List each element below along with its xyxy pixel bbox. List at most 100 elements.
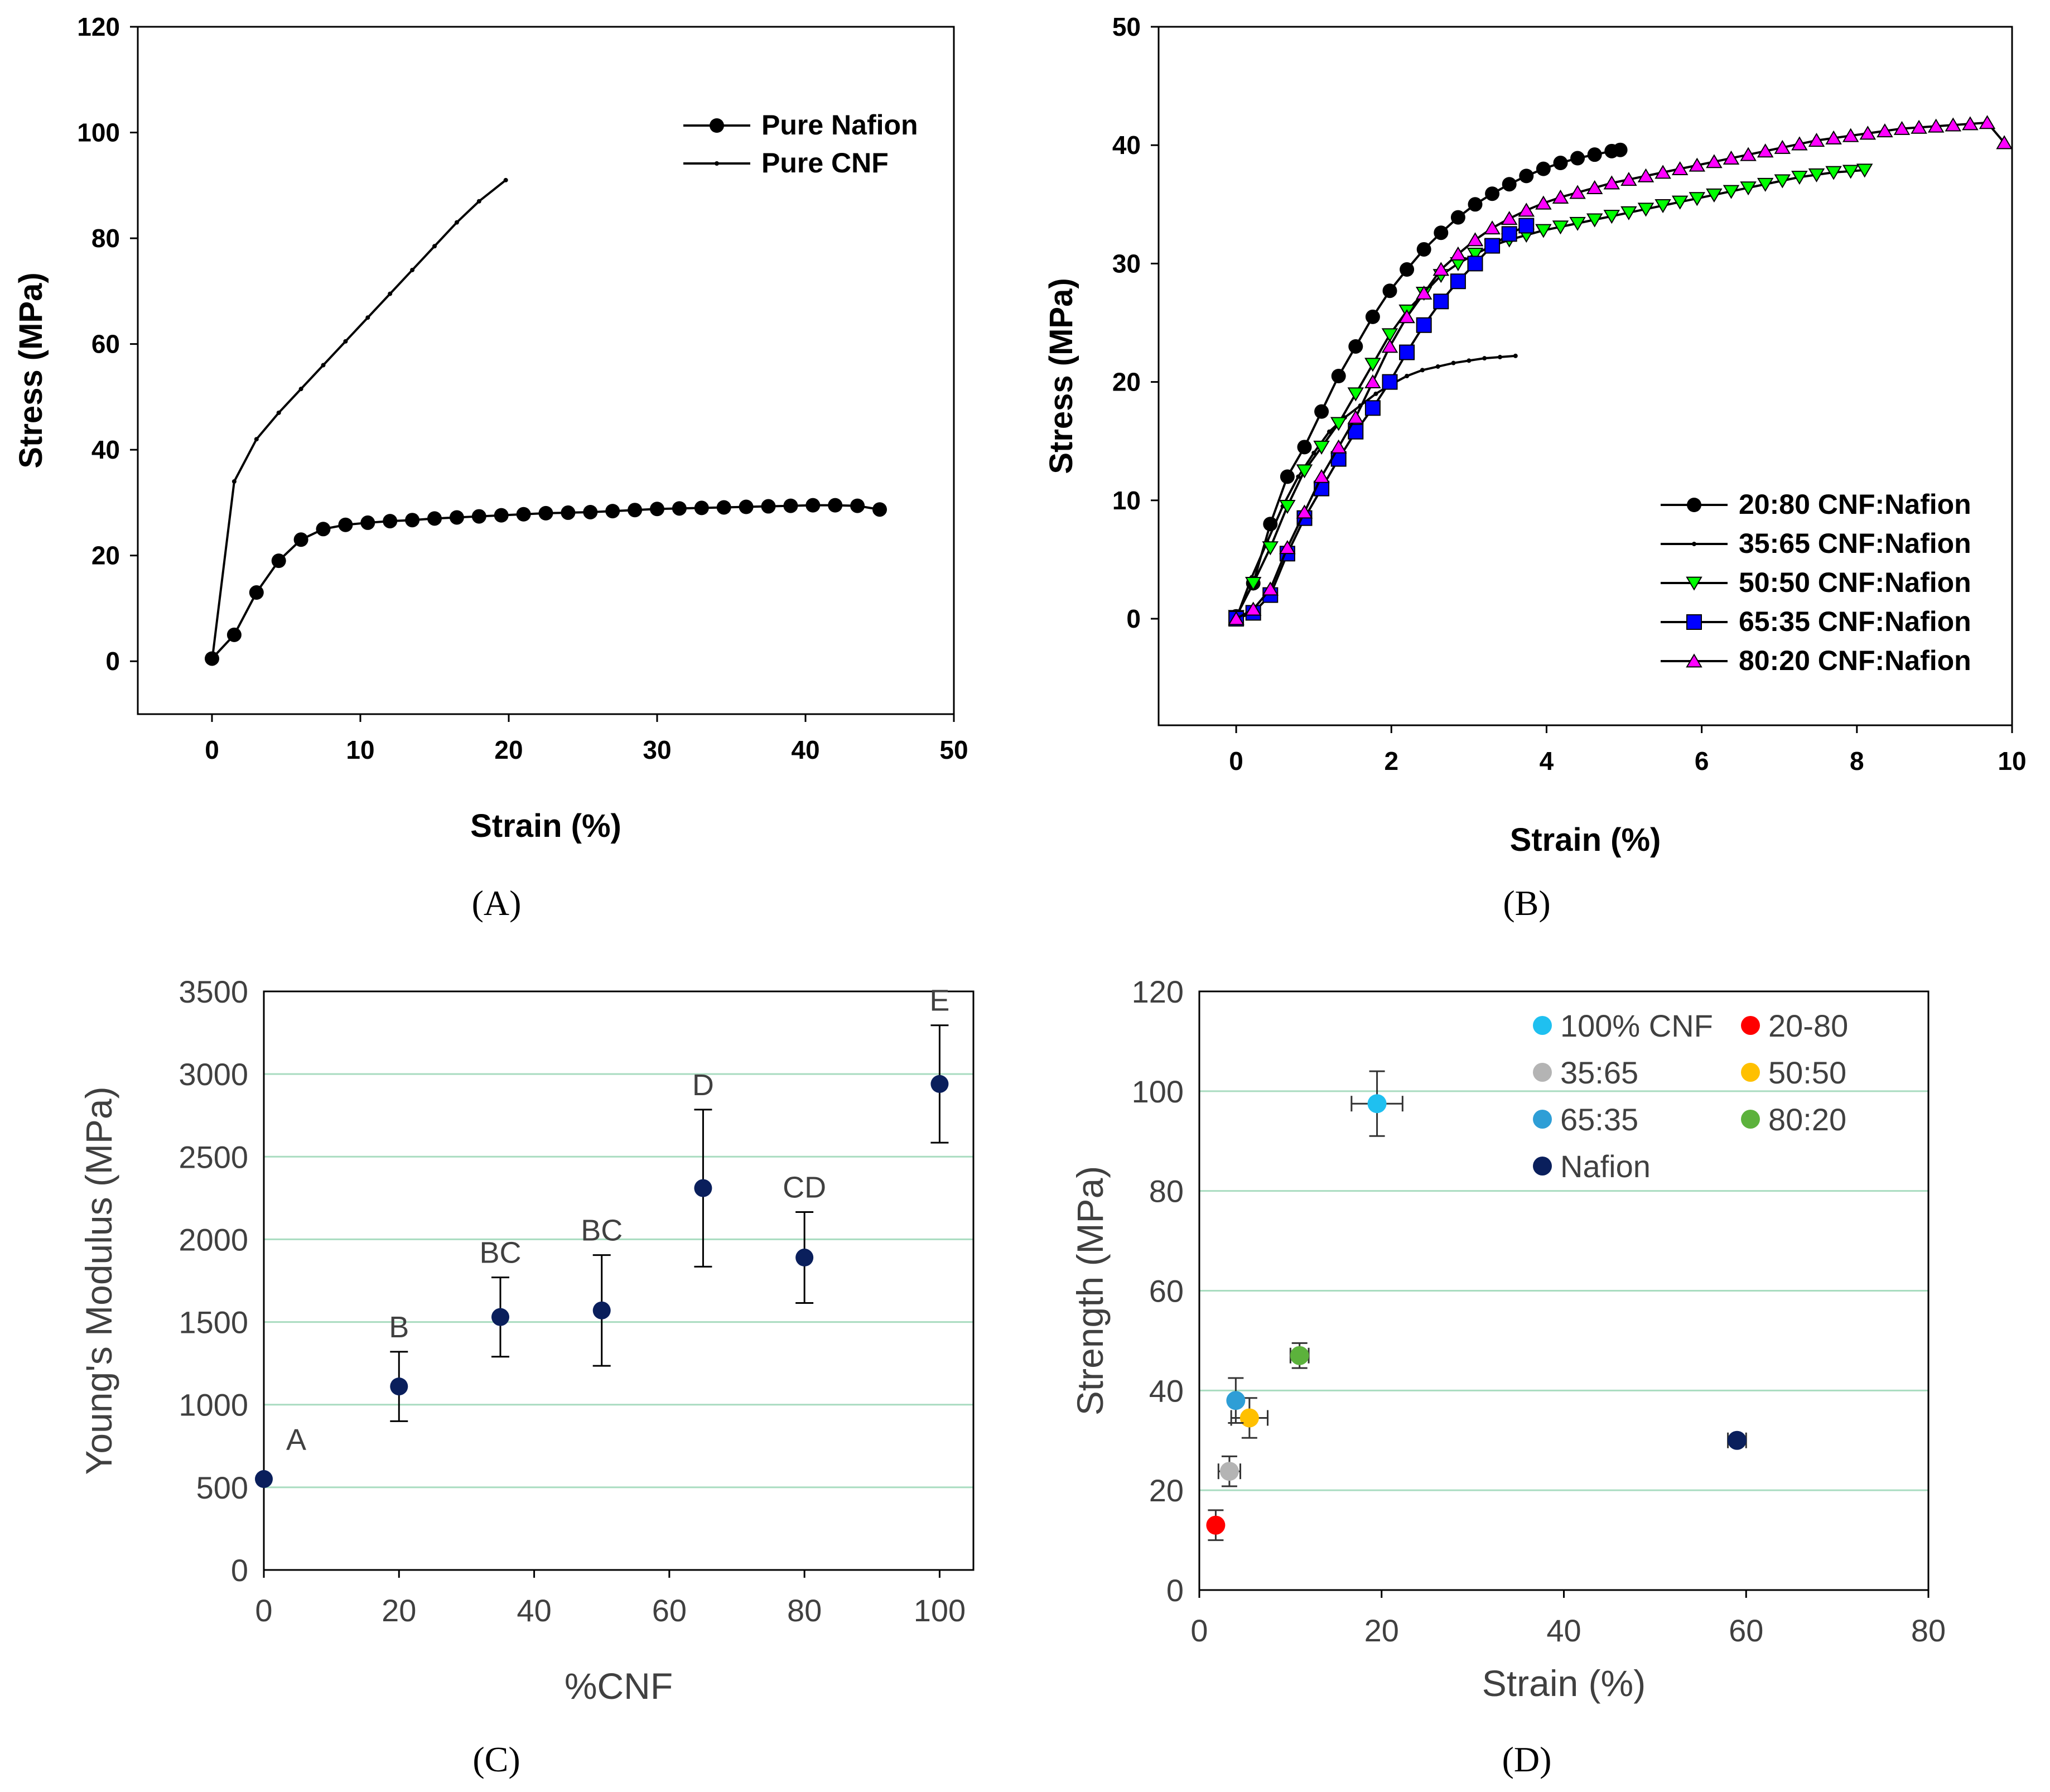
- x-tick-label-d: 40: [1546, 1613, 1581, 1648]
- data-point-b-3: [1433, 293, 1449, 310]
- data-point-d-2: [1217, 1455, 1242, 1487]
- data-point-a-0: [694, 500, 709, 516]
- data-point-b-3: [1467, 256, 1483, 272]
- data-marker: [694, 1179, 712, 1197]
- data-point-b-4: [1927, 118, 1945, 133]
- legend-label: 100% CNF: [1560, 1008, 1713, 1043]
- data-point-c-4: D: [692, 1068, 714, 1268]
- data-point-b-4: [1655, 165, 1671, 179]
- data-point-b-4: [1586, 180, 1603, 194]
- data-point-b-1: [1451, 360, 1456, 365]
- caption-d: (D): [1502, 1740, 1552, 1779]
- data-point-b-4: [1450, 246, 1467, 261]
- legend-marker-b: [1686, 576, 1702, 591]
- data-point-b-1: [1498, 355, 1502, 360]
- x-tick-label-c: 80: [787, 1593, 822, 1628]
- data-point-b-4: [1484, 220, 1501, 235]
- data-point-b-1: [1513, 353, 1518, 358]
- legend-label: 35:65: [1560, 1055, 1638, 1090]
- x-tick-label-a: 10: [346, 735, 374, 764]
- data-point-c-2: BC: [479, 1236, 522, 1358]
- y-tick-label-c: 3500: [179, 974, 248, 1009]
- data-point-b-4: [1757, 143, 1774, 158]
- series-b-3: [1228, 218, 1535, 627]
- data-point-a-1: [276, 410, 281, 415]
- data-point-a-1: [476, 199, 481, 204]
- y-tick-label-a: 100: [77, 118, 120, 147]
- data-point-a-0: [383, 514, 398, 529]
- y-tick-label-a: 120: [77, 12, 120, 41]
- data-point-b-0: [1536, 161, 1551, 176]
- data-marker: [390, 1377, 408, 1396]
- data-point-a-0: [338, 517, 353, 532]
- y-tick-label-c: 2000: [179, 1222, 248, 1257]
- data-point-b-1: [1420, 368, 1425, 373]
- legend-marker: [1533, 1110, 1552, 1129]
- series-b-1: [1234, 353, 1518, 622]
- y-tick-label-d: 120: [1132, 974, 1184, 1009]
- data-point-b-2: [1603, 210, 1620, 224]
- significance-label: D: [692, 1068, 714, 1102]
- data-marker: [1727, 1430, 1747, 1450]
- legend-entry-d-4: 65:35: [1533, 1102, 1638, 1137]
- data-point-b-4: [1859, 126, 1877, 140]
- data-point-a-1: [365, 315, 370, 320]
- data-point-a-0: [494, 508, 509, 523]
- significance-label: A: [286, 1423, 306, 1457]
- data-point-b-0: [1450, 210, 1465, 225]
- data-point-c-0: A: [255, 1423, 306, 1488]
- data-point-a-1: [503, 177, 508, 182]
- data-point-b-1: [1435, 364, 1440, 369]
- data-point-b-1: [1482, 356, 1487, 361]
- y-tick-label-c: 1500: [179, 1305, 248, 1340]
- legend-entry-d-0: 100% CNF: [1533, 1008, 1713, 1043]
- y-tick-label-d: 0: [1166, 1573, 1184, 1608]
- data-point-b-4: [1706, 154, 1723, 168]
- y-tick-label-b: 40: [1112, 131, 1141, 160]
- data-point-a-0: [828, 498, 843, 513]
- data-point-b-0: [1400, 262, 1415, 277]
- data-point-b-4: [1637, 168, 1655, 182]
- legend-entry-b-0: 20:80 CNF:Nafion: [1661, 489, 1971, 520]
- data-point-b-4: [1842, 128, 1859, 142]
- data-marker: [491, 1308, 509, 1326]
- data-point-b-0: [1365, 309, 1380, 324]
- data-point-d-4: [1226, 1377, 1246, 1424]
- data-point-b-4: [1911, 119, 1927, 134]
- significance-label: CD: [783, 1171, 826, 1205]
- data-point-b-2: [1842, 165, 1859, 179]
- caption-c: (C): [472, 1740, 520, 1779]
- data-point-b-2: [1313, 440, 1330, 455]
- x-axis-label-d: Strain (%): [1482, 1663, 1646, 1704]
- legend-label-b: 35:65 CNF:Nafion: [1739, 528, 1971, 559]
- data-point-b-0: [1331, 369, 1346, 383]
- legend-label-b: 50:50 CNF:Nafion: [1739, 567, 1971, 598]
- plot-frame-a: [137, 26, 955, 715]
- y-tick-label-b: 50: [1112, 12, 1141, 41]
- legend-marker-b: [1687, 498, 1701, 512]
- legend-entry-d-3: 50:50: [1741, 1055, 1846, 1090]
- significance-label: E: [929, 984, 949, 1018]
- data-point-b-0: [1416, 242, 1431, 257]
- y-tick-label-b: 0: [1126, 604, 1141, 633]
- data-point-b-3: [1399, 344, 1415, 360]
- data-point-b-4: [1791, 136, 1808, 151]
- data-point-b-4: [1979, 115, 1996, 129]
- data-marker: [930, 1075, 949, 1093]
- data-marker: [1219, 1462, 1239, 1481]
- chart-a-svg: 0 10 20 30 40 50 0 20 40 60 80 100 120 Strain (%) Stre…: [13, 12, 968, 923]
- data-point-b-1: [1405, 374, 1410, 378]
- x-tick-label-a: 30: [643, 735, 671, 764]
- chart-c-svg: 0 500 1000 1500 2000 2500 3000 3500 0 20 40 60 80 100…: [78, 974, 975, 1779]
- data-point-b-4: [1313, 469, 1330, 483]
- x-tick-label-b: 2: [1384, 746, 1398, 775]
- data-point-b-3: [1364, 400, 1381, 416]
- data-point-b-4: [1774, 139, 1791, 154]
- data-point-b-4: [1945, 117, 1962, 132]
- data-point-b-2: [1706, 188, 1723, 203]
- data-point-b-2: [1689, 192, 1706, 206]
- data-marker: [1206, 1515, 1226, 1535]
- data-point-a-0: [605, 504, 620, 519]
- data-point-a-0: [427, 511, 442, 526]
- data-point-b-0: [1297, 440, 1312, 455]
